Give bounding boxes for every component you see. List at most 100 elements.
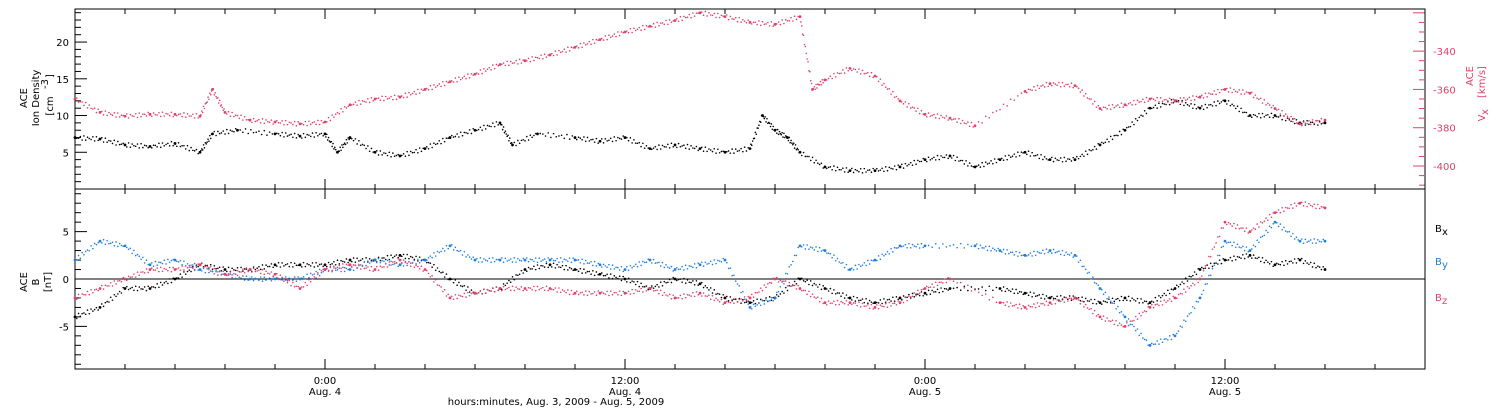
by-dot bbox=[175, 260, 178, 263]
by-point bbox=[1023, 253, 1027, 257]
ion-density-dot bbox=[795, 148, 798, 151]
bx-dot bbox=[1100, 303, 1103, 305]
ion-density-dot bbox=[143, 144, 146, 147]
ion-density-dot bbox=[233, 130, 235, 133]
by-dot bbox=[440, 250, 442, 253]
vx-dot bbox=[805, 52, 808, 55]
bx-dot bbox=[668, 278, 671, 281]
bz-dot bbox=[442, 290, 444, 293]
ion-density-dot bbox=[1054, 157, 1057, 160]
by-dot bbox=[500, 257, 503, 259]
bx-dot bbox=[220, 270, 223, 272]
bx-point bbox=[1248, 253, 1252, 257]
by-dot bbox=[742, 290, 744, 293]
vx-dot bbox=[238, 117, 241, 120]
by-dot bbox=[252, 279, 255, 282]
ion-density-dot bbox=[179, 145, 182, 148]
bz-dot bbox=[1075, 298, 1078, 300]
vx-dot bbox=[763, 23, 766, 26]
bz-dot bbox=[384, 263, 387, 265]
bx-dot bbox=[850, 299, 853, 301]
bx-dot bbox=[118, 290, 121, 293]
ion-density-dot bbox=[571, 135, 574, 137]
ion-density-dot bbox=[1106, 138, 1108, 141]
vx-point bbox=[398, 95, 402, 99]
bx-dot bbox=[647, 288, 650, 291]
bz-dot bbox=[515, 286, 517, 288]
ion-density-dot bbox=[518, 142, 521, 145]
bz-dot bbox=[640, 287, 642, 290]
by-dot bbox=[890, 247, 892, 250]
vx-dot bbox=[738, 16, 741, 19]
bz-point bbox=[223, 272, 227, 276]
vx-dot bbox=[634, 29, 637, 32]
vx-dot bbox=[883, 82, 885, 85]
ion-density-dot bbox=[266, 134, 268, 136]
ion-density-dot bbox=[794, 144, 797, 146]
vx-dot bbox=[259, 121, 262, 124]
ion-density-dot bbox=[1218, 102, 1221, 105]
bz-dot bbox=[633, 292, 635, 295]
bx-dot bbox=[679, 278, 682, 280]
vx-dot bbox=[315, 123, 317, 126]
ion-density-dot bbox=[1027, 150, 1030, 153]
ion-density-dot bbox=[100, 136, 103, 139]
vx-dot bbox=[968, 125, 971, 128]
vx-dot bbox=[172, 115, 175, 118]
by-dot bbox=[1190, 311, 1192, 314]
ion-density-dot bbox=[754, 131, 757, 134]
bz-dot bbox=[283, 277, 285, 280]
ion-density-dot bbox=[608, 139, 610, 142]
bz-dot bbox=[561, 289, 564, 291]
ion-density-dot bbox=[806, 155, 808, 158]
by-dot bbox=[561, 260, 564, 263]
vx-dot bbox=[1047, 85, 1050, 88]
vx-dot bbox=[988, 116, 991, 119]
bz-dot bbox=[1215, 242, 1217, 244]
vx-dot bbox=[933, 113, 935, 116]
bz-dot bbox=[411, 261, 414, 264]
bz-dot bbox=[193, 262, 196, 265]
vx-dot bbox=[143, 113, 146, 116]
vx-point bbox=[498, 63, 502, 66]
vx-dot bbox=[822, 81, 825, 84]
by-dot bbox=[93, 242, 96, 245]
by-dot bbox=[1043, 252, 1046, 255]
bz-dot bbox=[736, 300, 739, 303]
ion-density-dot bbox=[1292, 118, 1294, 120]
vx-dot bbox=[818, 83, 821, 86]
vx-dot bbox=[711, 14, 714, 17]
vx-dot bbox=[186, 112, 189, 115]
bz-dot bbox=[350, 265, 353, 268]
bx-dot bbox=[963, 285, 966, 288]
ion-density-dot bbox=[175, 145, 178, 148]
bz-dot bbox=[547, 289, 550, 292]
by-dot bbox=[747, 303, 750, 305]
legend-item-bx: B x bbox=[1435, 224, 1448, 238]
vx-dot bbox=[109, 113, 112, 115]
vx-dot bbox=[1093, 100, 1096, 103]
ion-density-dot bbox=[713, 147, 716, 150]
by-dot bbox=[745, 298, 748, 301]
vx-dot bbox=[1186, 98, 1189, 101]
bz-dot bbox=[570, 289, 573, 292]
bz-dot bbox=[379, 265, 382, 268]
vx-dot bbox=[1304, 122, 1307, 125]
ion-density-dot bbox=[722, 150, 725, 153]
bx-dot bbox=[1279, 263, 1282, 266]
ion-density-dot bbox=[433, 142, 435, 144]
bx-dot bbox=[934, 291, 937, 293]
bz-dot bbox=[595, 294, 598, 297]
vx-dot bbox=[783, 22, 785, 25]
ion-density-dot bbox=[470, 132, 473, 135]
bx-dot bbox=[640, 282, 642, 285]
bx-dot bbox=[115, 295, 117, 298]
bx-dot bbox=[513, 278, 516, 281]
bz-dot bbox=[170, 270, 173, 273]
vx-dot bbox=[534, 56, 537, 59]
bx-dot bbox=[1036, 294, 1039, 297]
vx-dot bbox=[1065, 83, 1067, 86]
bz-dot bbox=[1188, 287, 1191, 290]
ion-density-dot bbox=[775, 132, 778, 135]
